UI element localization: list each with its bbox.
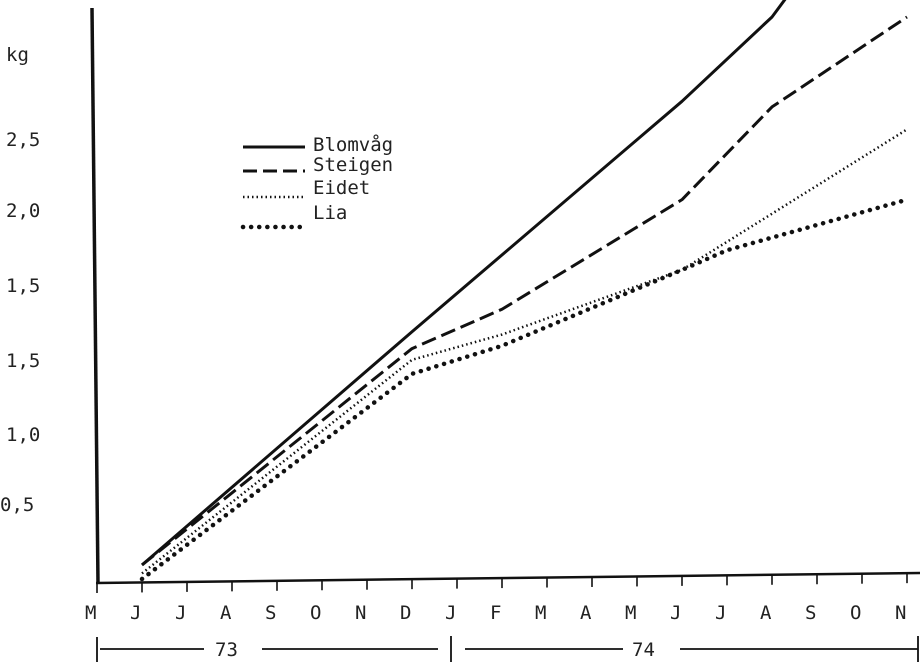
legend-label-lia: Lia [313, 202, 347, 224]
year-label-73: 73 [215, 639, 238, 661]
legend-label-blomvag: Blomvåg [313, 133, 393, 156]
series-line-blomvg [141, 0, 787, 567]
x-tick-label: J [130, 602, 141, 624]
x-tick-label: A [580, 602, 592, 624]
x-tick-label: A [760, 602, 772, 624]
series-line-steigen [141, 15, 908, 567]
x-tick-label: A [220, 602, 232, 624]
year-label-74: 74 [632, 639, 655, 661]
series-line-lia [139, 197, 910, 582]
y-axis [90, 7, 100, 585]
x-tick-label: J [715, 602, 726, 624]
x-tick-label: M [85, 602, 96, 624]
y-tick-label: 0,5 [0, 494, 34, 516]
x-tick-label: N [895, 602, 906, 624]
x-tick-label: J [445, 602, 456, 624]
year-bracket-73 [96, 637, 438, 662]
legend-label-steigen: Steigen [313, 154, 393, 176]
legend: Blomvåg Steigen Eidet Lia [240, 133, 393, 230]
x-tick-label: S [265, 602, 276, 624]
x-tick-label: N [355, 602, 366, 624]
x-tick-label: J [175, 602, 186, 624]
x-tick-label: F [490, 602, 501, 624]
y-tick-label: 2,5 [6, 129, 40, 151]
y-tick-label: 2,0 [6, 200, 40, 222]
x-tick-label: M [535, 602, 546, 624]
legend-label-eidet: Eidet [313, 177, 370, 199]
x-tick-label: J [670, 602, 681, 624]
series-line-eidet [141, 128, 908, 575]
y-axis-label: kg [6, 44, 29, 66]
y-tick-label: 1,5 [6, 350, 40, 372]
x-axis [95, 571, 921, 585]
y-tick-label: 1,0 [6, 424, 40, 446]
x-tick-label: S [805, 602, 816, 624]
x-tick-label: M [625, 602, 636, 624]
year-bracket-74 [450, 636, 919, 662]
series-layer [139, 0, 910, 582]
x-tick-label: O [850, 602, 861, 624]
x-tick-label: D [400, 602, 411, 624]
x-tick-label: O [310, 602, 321, 624]
y-tick-label: 1,5 [6, 275, 40, 297]
